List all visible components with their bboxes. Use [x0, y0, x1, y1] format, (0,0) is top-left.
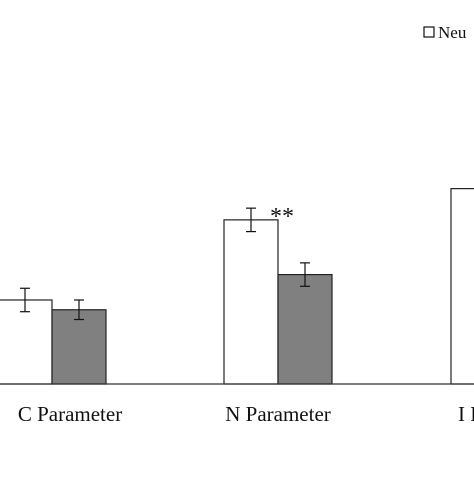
- x-tick-label-1: N Parameter: [225, 402, 331, 426]
- tick-labels-layer: C Parameter N Parameter I P: [18, 402, 474, 426]
- bar-white-0: [0, 299, 53, 385]
- bar-gray-1: [277, 273, 333, 385]
- error-bar-1-0: [74, 299, 84, 321]
- annotations-layer: **: [270, 204, 294, 230]
- legend-swatch: [423, 26, 435, 38]
- bar-gray-0: [51, 309, 107, 385]
- x-tick-label-2: I P: [458, 402, 474, 426]
- x-tick-label-0: C Parameter: [18, 402, 122, 426]
- bar-white-2: [450, 188, 474, 385]
- error-bar-1-1: [300, 262, 310, 287]
- error-bar-0-1: [246, 207, 256, 233]
- bar-white-1: [223, 219, 279, 385]
- significance-annotation-0: **: [270, 204, 294, 230]
- bars-layer: [0, 188, 474, 385]
- legend: Neu: [423, 23, 467, 42]
- error-bars-layer: [20, 207, 310, 321]
- legend-label: Neu: [438, 23, 467, 42]
- error-bar-0-0: [20, 287, 30, 313]
